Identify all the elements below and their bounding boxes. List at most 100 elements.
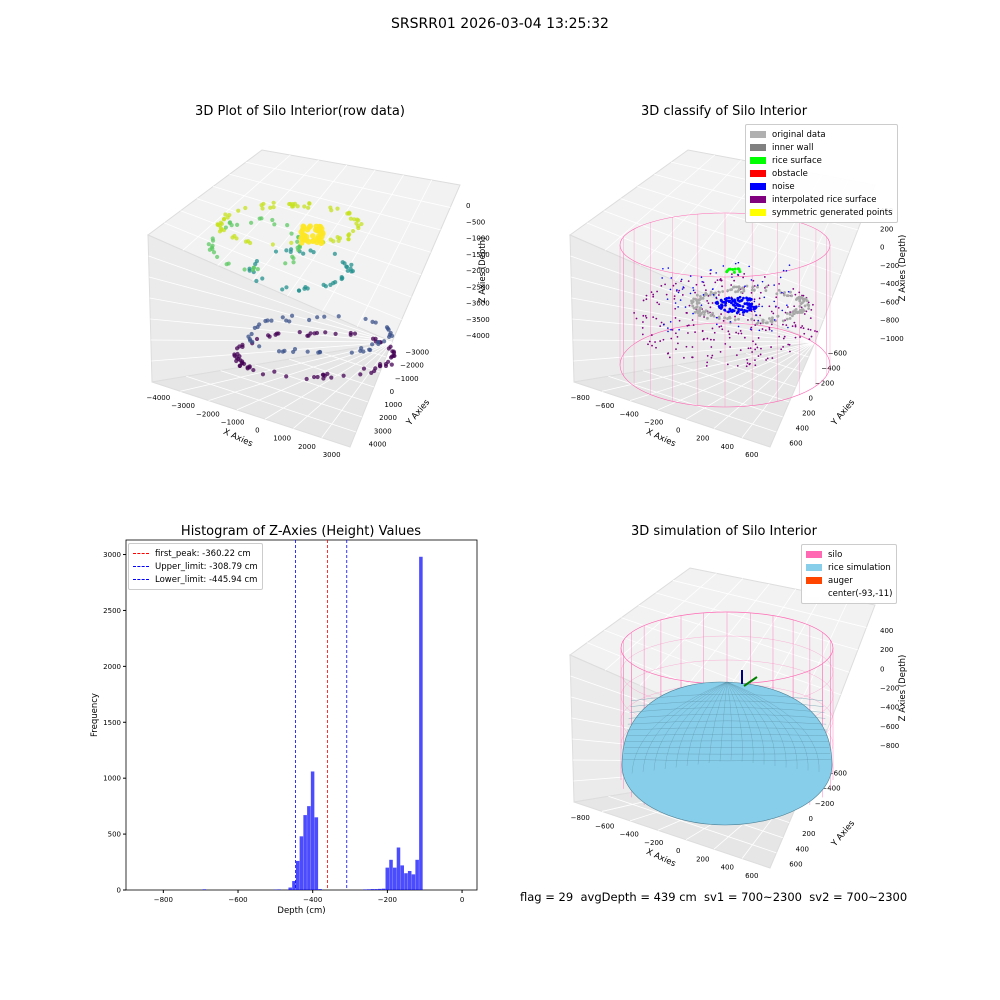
p1-point	[222, 216, 227, 222]
p4-rice-mesh	[653, 681, 728, 771]
p4-rice-mesh	[726, 681, 765, 765]
p1-point-cluster	[318, 237, 324, 244]
p2-interp-point	[791, 325, 794, 327]
p4-ztick: 200	[880, 646, 893, 654]
p1-grid	[289, 358, 375, 388]
p2-noise-point	[670, 328, 672, 331]
p2-wall-point	[709, 290, 713, 294]
p2-noise-point	[754, 308, 757, 310]
p1-xtick: 0	[255, 427, 259, 435]
p2-interp-point	[812, 303, 814, 306]
p2-grid	[629, 341, 816, 401]
histogram-ylabel: Frequency	[90, 693, 100, 737]
p2-noise-point	[682, 286, 685, 288]
p2-noise-point	[738, 295, 742, 299]
p2-interp-point	[683, 356, 685, 359]
p1-point	[255, 267, 260, 272]
p2-interp-point	[736, 364, 739, 367]
p4-rice-mesh	[726, 681, 776, 767]
p2-grid	[573, 341, 816, 362]
p1-point	[270, 242, 275, 247]
histogram-xtick: −800	[154, 896, 173, 904]
legend-obstacle: obstacle	[750, 167, 893, 180]
histogram-ytick: 2000	[103, 663, 121, 671]
p1-grid	[164, 222, 402, 320]
p1-point	[280, 287, 285, 292]
p2-interp-point	[789, 311, 792, 314]
p2-interp-point	[709, 338, 712, 341]
p1-point	[253, 262, 258, 267]
p2-interp-point	[793, 305, 796, 308]
p2-noise-point	[677, 306, 679, 308]
p4-zlabel: Z Axies (Depth)	[898, 655, 908, 722]
p2-interp-point	[701, 330, 704, 333]
p2-wall-point	[761, 320, 765, 324]
p2-grid	[572, 339, 816, 343]
p2-wall-point	[782, 293, 786, 297]
p2-rice-point	[738, 270, 742, 274]
p2-wall-point	[790, 294, 794, 298]
p2-grid	[637, 186, 850, 253]
p2-wall-point	[775, 292, 779, 296]
p1-point	[249, 331, 254, 337]
p2-interp-point	[722, 319, 725, 322]
p2-xtick: 200	[696, 435, 709, 443]
p2-noise-point	[773, 284, 775, 286]
p1-point	[276, 349, 282, 354]
p2-noise-point	[716, 323, 718, 326]
p1-point	[329, 208, 334, 213]
p2-interp-point	[808, 338, 811, 340]
p2-interp-point	[674, 282, 677, 285]
p1-point	[289, 231, 294, 236]
histogram-bar	[392, 867, 397, 890]
p2-wall-point	[791, 310, 794, 314]
p1-point	[243, 205, 248, 211]
p1-point	[225, 215, 230, 220]
p2-interp-point	[782, 337, 785, 340]
p1-grid	[186, 375, 357, 433]
p4-rice-mesh	[623, 753, 831, 755]
p2-wall-point	[756, 285, 759, 289]
p4-xtick: 0	[676, 847, 680, 855]
p2-rice-point	[732, 270, 736, 274]
p1-point	[306, 205, 311, 210]
p1-point	[325, 371, 330, 376]
legend-interpolated: interpolated rice surface	[750, 193, 893, 206]
p4-rice-mesh	[675, 681, 728, 768]
p2-wall-point	[789, 290, 792, 294]
legend-noise: noise	[750, 180, 893, 193]
p2-wall-point	[737, 317, 740, 321]
p2-interp-point	[694, 291, 696, 294]
p1-point	[242, 267, 247, 272]
p2-noise-point	[715, 300, 719, 304]
legend-label: symmetric generated points	[772, 207, 893, 218]
p2-noise-point	[755, 314, 758, 316]
p2-interp-point	[713, 338, 715, 341]
p1-grid	[150, 339, 393, 343]
p1-point	[280, 349, 285, 354]
p2-noise-point	[709, 269, 712, 271]
p1-point	[273, 249, 279, 254]
legend-center: center(-93,-11)	[806, 587, 892, 600]
p1-point	[265, 318, 270, 323]
p1-point	[372, 368, 377, 374]
p1-point	[259, 216, 264, 221]
p2-interp-point	[707, 302, 710, 305]
p2-grid	[601, 341, 816, 392]
p2-noise-point	[787, 290, 790, 293]
p2-ytick: 600	[789, 440, 802, 448]
p2-noise-point	[667, 330, 669, 333]
classify-legend: original data inner wall rice surface ob…	[745, 124, 898, 223]
p2-interp-point	[810, 308, 813, 311]
p2-interp-point	[752, 279, 755, 282]
p1-point	[227, 220, 232, 226]
p2-interp-point	[735, 331, 738, 334]
p1-point	[217, 229, 223, 234]
p2-interp-point	[794, 324, 797, 327]
p2-interp-point	[782, 345, 785, 348]
p2-noise-point	[689, 275, 692, 277]
histogram-ytick: 3000	[103, 551, 121, 559]
p2-wall-point	[730, 288, 734, 291]
p1-point	[236, 208, 241, 213]
p2-interp-point	[735, 354, 738, 357]
